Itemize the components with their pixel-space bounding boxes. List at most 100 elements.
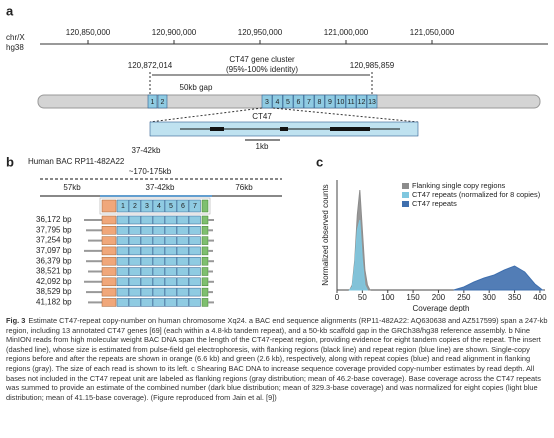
- green-region: [201, 215, 209, 225]
- exon: [280, 127, 288, 131]
- panel-label: a: [6, 3, 14, 18]
- read-length: 37,795 bp: [36, 225, 72, 234]
- y-axis-label: Normalized observed counts: [321, 184, 330, 285]
- green-region: [201, 267, 209, 276]
- green-region: [201, 226, 209, 235]
- orange-region: [101, 277, 117, 287]
- chrom: chr/X: [6, 33, 25, 42]
- repeat-copy: [164, 246, 177, 256]
- repeat-copy: [116, 226, 129, 235]
- repeat-copy: [116, 267, 129, 276]
- green-region: [201, 298, 209, 307]
- right-flank: 76kb: [235, 183, 253, 192]
- repeat-number: 6: [181, 203, 185, 210]
- repeat-copy: [164, 298, 177, 307]
- gene-number: 1: [151, 99, 155, 106]
- repeat-copy: [152, 236, 165, 245]
- ruler-label: 121,050,000: [410, 28, 455, 37]
- assembly: hg38: [6, 43, 24, 52]
- read-length: 36,172 bp: [36, 215, 72, 224]
- repeat-copy: [176, 287, 189, 297]
- repeat-copy: [140, 236, 153, 245]
- repeat-copy: [128, 215, 141, 225]
- gene-box: [314, 94, 325, 109]
- zoom-line: [149, 107, 263, 123]
- green-region: [201, 236, 209, 245]
- gene-number: 9: [328, 99, 332, 106]
- orange-region: [101, 226, 117, 235]
- gene-number: 12: [358, 99, 366, 106]
- repeat-copy: [188, 267, 201, 276]
- gene-number: 11: [347, 99, 354, 106]
- gene-number: 10: [337, 99, 345, 106]
- legend-label: Flanking single copy regions: [412, 181, 506, 190]
- repeat-copy: [152, 226, 165, 235]
- orange-region: [101, 267, 117, 276]
- read-length: 36,379 bp: [36, 256, 72, 265]
- legend-label: CT47 repeats (normalized for 8 copies): [412, 190, 540, 199]
- repeat-copy: [188, 199, 201, 213]
- orange-region: [101, 199, 117, 213]
- repeat-copy: [164, 215, 177, 225]
- repeat-copy: [176, 226, 189, 235]
- green-region: [201, 199, 209, 213]
- repeat-copy: [140, 215, 153, 225]
- repeat-copy: [152, 267, 165, 276]
- orange-region: [101, 298, 117, 307]
- gene-box: [147, 94, 158, 109]
- gene-number: 7: [307, 99, 311, 106]
- legend-swatch: [402, 201, 409, 207]
- scale-label: 1kb: [256, 142, 269, 151]
- repeat-copy: [140, 298, 153, 307]
- repeat-copy: [140, 199, 153, 213]
- ruler-label: 120,950,000: [238, 28, 283, 37]
- gene-box: [356, 94, 367, 109]
- exon: [210, 127, 224, 131]
- repeat-copy: [164, 287, 177, 297]
- ruler-label: 121,000,000: [324, 28, 369, 37]
- orange-region: [101, 246, 117, 256]
- read-length: 42,092 bp: [36, 277, 72, 286]
- repeat-copy: [152, 277, 165, 287]
- x-tick-label: 100: [381, 293, 395, 302]
- exon: [330, 127, 370, 131]
- gene-number: 3: [265, 99, 269, 106]
- repeat-copy: [140, 226, 153, 235]
- repeat-copy: [188, 246, 201, 256]
- repeat-copy: [176, 256, 189, 266]
- read-length: 37,097 bp: [36, 246, 72, 255]
- orange-region: [101, 215, 117, 225]
- repeat-copy: [176, 267, 189, 276]
- repeat-copy: [176, 236, 189, 245]
- caption: Fig. 3 Estimate CT47-repeat copy-number o…: [6, 316, 548, 402]
- distribution: [453, 265, 544, 291]
- repeat-copy: [128, 287, 141, 297]
- repeat-copy: [164, 199, 177, 213]
- x-axis-label: Coverage depth: [413, 304, 470, 312]
- repeat-copy: [152, 287, 165, 297]
- green-region: [201, 256, 209, 266]
- orange-region: [101, 236, 117, 245]
- gene-number: 8: [318, 99, 322, 106]
- repeat-copy: [188, 298, 201, 307]
- gap-label: 50kb gap: [180, 83, 213, 92]
- caption-text: Estimate CT47-repeat copy-number on huma…: [6, 316, 548, 402]
- left-flank: 57kb: [63, 183, 81, 192]
- repeat-number: 5: [169, 203, 173, 210]
- gene-box: [324, 94, 336, 109]
- repeat-copy: [164, 277, 177, 287]
- repeat-copy: [176, 298, 189, 307]
- repeat-copy: [152, 199, 165, 213]
- repeat-copy: [164, 267, 177, 276]
- repeat-copy: [128, 277, 141, 287]
- gene-number: 13: [368, 99, 376, 106]
- legend-label: CT47 repeats: [412, 199, 457, 208]
- start-coord: 120,872,014: [128, 61, 173, 70]
- end-coord: 120,985,859: [350, 61, 395, 70]
- panel-label: b: [6, 154, 14, 169]
- repeat-number: 1: [121, 203, 125, 210]
- zoom-line: [272, 107, 419, 123]
- repeat-copy: [128, 298, 141, 307]
